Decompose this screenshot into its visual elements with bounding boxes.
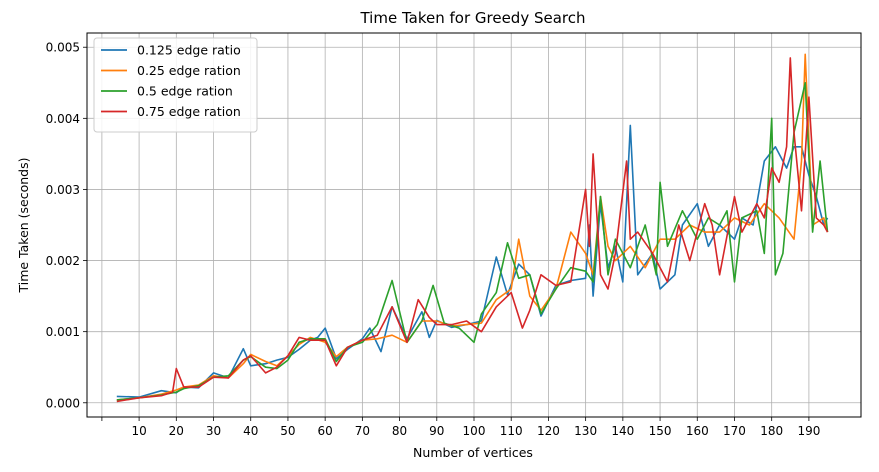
x-tick-label: 140 xyxy=(611,424,634,438)
series-line-1 xyxy=(116,124,829,398)
x-tick-label: 160 xyxy=(686,424,709,438)
x-axis-label: Number of vertices xyxy=(413,445,533,460)
x-tick-label: 180 xyxy=(760,424,783,438)
x-tick-label: 30 xyxy=(206,424,221,438)
y-axis-label: Time Taken (seconds) xyxy=(16,157,31,293)
x-tick-label: 50 xyxy=(280,424,295,438)
x-tick-label: 100 xyxy=(463,424,486,438)
x-tick-label: 130 xyxy=(574,424,597,438)
y-tick-label: 0.004 xyxy=(46,112,80,126)
y-axis-ticks: 0.000 0.001 0.002 0.003 0.004 0.005 xyxy=(46,41,87,410)
y-tick-label: 0.000 xyxy=(46,396,80,410)
series-lines xyxy=(116,53,829,403)
legend-label: 0.125 edge ratio xyxy=(137,43,241,58)
x-tick-label: 80 xyxy=(392,424,407,438)
x-tick-label: 90 xyxy=(429,424,444,438)
chart-title: Time Taken for Greedy Search xyxy=(359,9,585,27)
x-tick-label: 10 xyxy=(131,424,146,438)
x-tick-label: 20 xyxy=(169,424,184,438)
series-line-2 xyxy=(116,53,829,401)
legend-label: 0.75 edge ration xyxy=(137,104,241,119)
legend-label: 0.5 edge ration xyxy=(137,84,233,99)
x-tick-label: 190 xyxy=(797,424,820,438)
x-tick-label: 110 xyxy=(500,424,523,438)
legend-label: 0.25 edge ration xyxy=(137,63,241,78)
y-tick-label: 0.002 xyxy=(46,254,80,268)
y-tick-label: 0.001 xyxy=(46,325,80,339)
x-tick-label: 170 xyxy=(723,424,746,438)
x-axis-ticks: 10 20 30 40 50 60 70 80 90 100 110 120 130 140 150 160 1… xyxy=(101,417,820,438)
series-line-4 xyxy=(116,57,829,403)
x-tick-label: 120 xyxy=(537,424,560,438)
legend-box xyxy=(93,37,258,133)
x-tick-label: 60 xyxy=(318,424,333,438)
x-tick-label: 150 xyxy=(649,424,672,438)
legend: 0.125 edge ratio 0.25 edge ration 0.5 edge… xyxy=(93,37,258,133)
x-tick-label: 40 xyxy=(243,424,258,438)
y-tick-label: 0.005 xyxy=(46,41,80,55)
x-tick-label: 70 xyxy=(355,424,370,438)
y-tick-label: 0.003 xyxy=(46,183,80,197)
